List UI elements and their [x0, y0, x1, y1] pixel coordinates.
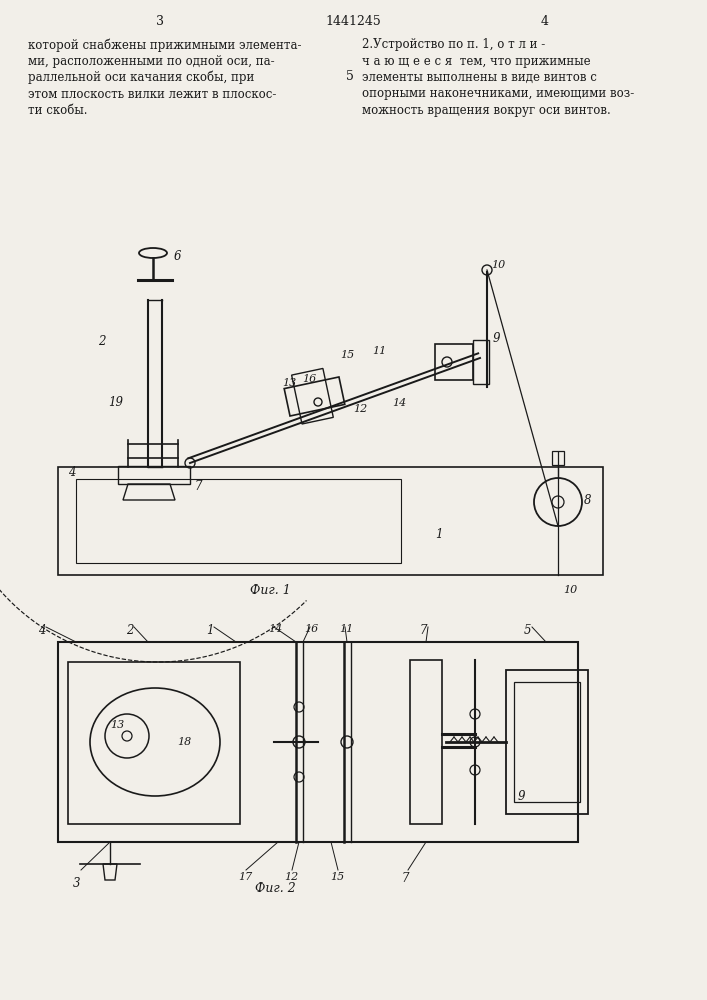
Bar — [58, 642, 578, 842]
Text: 11: 11 — [339, 624, 354, 634]
Text: 12: 12 — [284, 872, 298, 882]
Text: 3: 3 — [73, 877, 81, 890]
Text: 1441245: 1441245 — [325, 15, 381, 28]
Text: 15: 15 — [330, 872, 344, 882]
Bar — [284, 377, 345, 416]
Bar — [506, 670, 588, 814]
Text: 14: 14 — [392, 398, 407, 408]
Bar — [68, 662, 240, 824]
Text: 6: 6 — [174, 250, 182, 263]
Text: 8: 8 — [584, 494, 592, 507]
Text: ти скобы.: ти скобы. — [28, 104, 88, 117]
Text: 10: 10 — [563, 585, 577, 595]
Text: 9: 9 — [518, 790, 525, 803]
Bar — [118, 466, 190, 484]
Text: 14: 14 — [268, 624, 282, 634]
Text: 1: 1 — [206, 624, 214, 637]
Bar — [410, 660, 442, 824]
Text: раллельной оси качания скобы, при: раллельной оси качания скобы, при — [28, 71, 255, 85]
Text: 3: 3 — [156, 15, 164, 28]
Text: 18: 18 — [177, 737, 192, 747]
Text: можность вращения вокруг оси винтов.: можность вращения вокруг оси винтов. — [362, 104, 611, 117]
Text: 13: 13 — [110, 720, 124, 730]
Text: элементы выполнены в виде винтов с: элементы выполнены в виде винтов с — [362, 71, 597, 84]
Bar — [514, 682, 580, 802]
Text: 5: 5 — [346, 70, 354, 83]
Text: опорными наконечниками, имеющими воз-: опорными наконечниками, имеющими воз- — [362, 88, 634, 101]
Text: 15: 15 — [340, 350, 354, 360]
Text: 17: 17 — [238, 872, 252, 882]
Text: 2.Устройство по п. 1, о т л и -: 2.Устройство по п. 1, о т л и - — [362, 38, 545, 51]
Text: 13: 13 — [282, 378, 296, 388]
Text: 12: 12 — [353, 404, 367, 414]
Bar — [435, 344, 473, 380]
Bar — [58, 467, 603, 575]
Text: этом плоскость вилки лежит в плоскос-: этом плоскость вилки лежит в плоскос- — [28, 88, 276, 101]
Text: 4: 4 — [541, 15, 549, 28]
Text: 4: 4 — [68, 466, 76, 479]
Text: которой снабжены прижимными элемента-: которой снабжены прижимными элемента- — [28, 38, 301, 51]
Bar — [76, 479, 401, 563]
Text: 10: 10 — [491, 260, 506, 270]
Text: 1: 1 — [435, 528, 443, 541]
Text: 7: 7 — [420, 624, 428, 637]
Text: 7: 7 — [402, 872, 409, 885]
Text: 2: 2 — [126, 624, 134, 637]
Text: ми, расположенными по одной оси, па-: ми, расположенными по одной оси, па- — [28, 54, 274, 68]
Text: 7: 7 — [195, 480, 202, 493]
Text: 4: 4 — [38, 624, 45, 637]
Text: 11: 11 — [372, 346, 386, 356]
Text: Фиг. 1: Фиг. 1 — [250, 584, 291, 597]
Text: Фиг. 2: Фиг. 2 — [255, 882, 296, 895]
Text: 2: 2 — [98, 335, 105, 348]
Text: 16: 16 — [304, 624, 318, 634]
Text: 9: 9 — [493, 332, 501, 345]
Text: 5: 5 — [524, 624, 532, 637]
Bar — [552, 451, 564, 465]
Text: 16: 16 — [302, 374, 316, 384]
Bar — [291, 368, 333, 424]
Bar — [473, 340, 489, 384]
Text: 19: 19 — [108, 396, 123, 409]
Text: ч а ю щ е е с я  тем, что прижимные: ч а ю щ е е с я тем, что прижимные — [362, 54, 590, 68]
